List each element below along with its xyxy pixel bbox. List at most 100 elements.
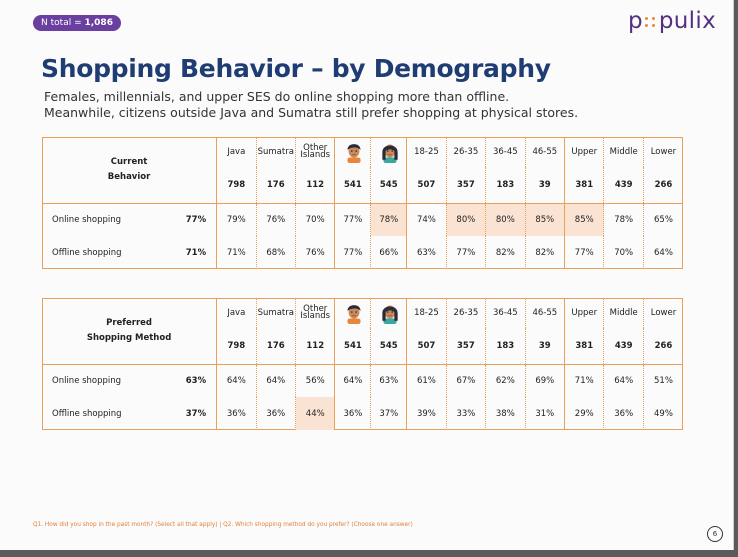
- sample-count: 112: [295, 328, 335, 364]
- table1-header-label: Current Behavior: [107, 156, 151, 182]
- sample-count: 357: [445, 328, 486, 364]
- column-header: 46-55: [524, 137, 565, 167]
- cell-value: 66%: [370, 236, 407, 269]
- populix-logo: p pulix: [628, 8, 716, 34]
- cell-value: 49%: [642, 397, 683, 430]
- cell-value: 82%: [524, 236, 565, 269]
- cell-value: 29%: [564, 397, 604, 430]
- cell-value: 37%: [370, 397, 407, 430]
- cell-value: 36%: [603, 397, 644, 430]
- row-total: 63%: [152, 363, 217, 397]
- column-header: Upper: [564, 137, 604, 167]
- column-header: Sumatra: [255, 137, 296, 167]
- row-total: 37%: [185, 408, 207, 419]
- cell-value: 69%: [524, 363, 565, 397]
- cell-value: 76%: [255, 202, 296, 236]
- cell-value: 56%: [295, 363, 335, 397]
- cell-value: 51%: [642, 363, 683, 397]
- cell-value: 82%: [485, 236, 526, 269]
- logo-left: p: [628, 8, 643, 34]
- column-header: Lower: [642, 298, 683, 328]
- cell-value: 36%: [255, 397, 296, 430]
- cell-value: 63%: [406, 236, 447, 269]
- sample-count: 176: [255, 328, 296, 364]
- cell-value: 78%: [603, 202, 644, 236]
- sample-count: 798: [216, 167, 257, 203]
- row-label: Offline shopping: [52, 247, 122, 258]
- column-header: 18-25: [406, 137, 447, 167]
- sample-count: 183: [485, 328, 526, 364]
- subtitle-line-2: Meanwhile, citizens outside Java and Sum…: [44, 105, 579, 120]
- cell-value: 31%: [524, 397, 565, 430]
- cell-value: 76%: [294, 236, 335, 269]
- female-face-icon: [370, 298, 407, 328]
- cell-value: 67%: [445, 363, 486, 397]
- column-header: Lower: [642, 137, 683, 167]
- sample-count: 545: [370, 328, 407, 364]
- column-header: 18-25: [406, 298, 447, 328]
- cell-value: 62%: [485, 363, 526, 397]
- current-behavior-table: Current Behavior Java Sumatra Other Islands 1…: [42, 137, 683, 269]
- sample-count: 507: [406, 167, 447, 203]
- n-total-badge: N total = 1,086: [33, 15, 121, 31]
- column-header: Java: [216, 298, 257, 328]
- sample-count: 541: [334, 167, 371, 203]
- column-header: Upper: [564, 298, 604, 328]
- sample-count: 507: [406, 328, 447, 364]
- logo-right: pulix: [658, 8, 716, 34]
- cell-value: 85%: [524, 202, 565, 236]
- cell-value: 33%: [445, 397, 486, 430]
- column-header: Middle: [603, 298, 644, 328]
- sample-count: 266: [642, 328, 683, 364]
- cell-value: 77%: [334, 202, 371, 236]
- cell-value: 63%: [370, 363, 407, 397]
- column-header: 46-55: [524, 298, 565, 328]
- sample-count: 176: [255, 167, 296, 203]
- preferred-method-table: Preferred Shopping Method Java Sumatra Other…: [42, 298, 683, 430]
- male-face-icon: [334, 298, 371, 328]
- footnote: Q1. How did you shop in the past month? …: [33, 522, 413, 528]
- sample-count: 357: [445, 167, 486, 203]
- column-header: Sumatra: [255, 298, 296, 328]
- column-header: Other Islands: [295, 298, 335, 328]
- logo-dots-icon: [643, 15, 659, 29]
- cell-value: 79%: [216, 202, 257, 236]
- row-label: Online shopping: [42, 202, 153, 236]
- cell-value: 64%: [216, 363, 257, 397]
- column-header: 36-45: [485, 298, 526, 328]
- cell-value: 68%: [255, 236, 296, 269]
- column-header: 36-45: [485, 137, 526, 167]
- cell-value: 36%: [216, 397, 257, 430]
- cell-value: 64%: [255, 363, 296, 397]
- cell-value: 77%: [445, 236, 486, 269]
- column-header: 26-35: [445, 137, 486, 167]
- sample-count: 39: [524, 328, 565, 364]
- column-header: Middle: [603, 137, 644, 167]
- row-total: 71%: [185, 247, 207, 258]
- column-header: Java: [216, 137, 257, 167]
- table2-header-label: Preferred Shopping Method: [86, 317, 172, 343]
- n-total-value: 1,086: [84, 18, 113, 28]
- sample-count: 381: [564, 167, 604, 203]
- sample-count: 39: [524, 167, 565, 203]
- cell-value: 64%: [334, 363, 371, 397]
- sample-count: 266: [642, 167, 683, 203]
- page-title: Shopping Behavior – by Demography: [41, 54, 551, 83]
- cell-value: 77%: [564, 236, 604, 269]
- column-header: 26-35: [445, 298, 486, 328]
- female-face-icon: [370, 137, 407, 167]
- row-total: 77%: [152, 202, 217, 236]
- male-face-icon: [334, 137, 371, 167]
- cell-value: 77%: [334, 236, 371, 269]
- cell-value: 64%: [603, 363, 644, 397]
- cell-value: 71%: [216, 236, 257, 269]
- row-label: Online shopping: [42, 363, 153, 397]
- sample-count: 798: [216, 328, 257, 364]
- cell-value: 78%: [370, 202, 407, 236]
- sample-count: 545: [370, 167, 407, 203]
- column-header: Other Islands: [294, 137, 335, 167]
- sample-count: 439: [603, 167, 644, 203]
- cell-value: 61%: [406, 363, 447, 397]
- cell-value: 38%: [485, 397, 526, 430]
- sample-count: 112: [294, 167, 335, 203]
